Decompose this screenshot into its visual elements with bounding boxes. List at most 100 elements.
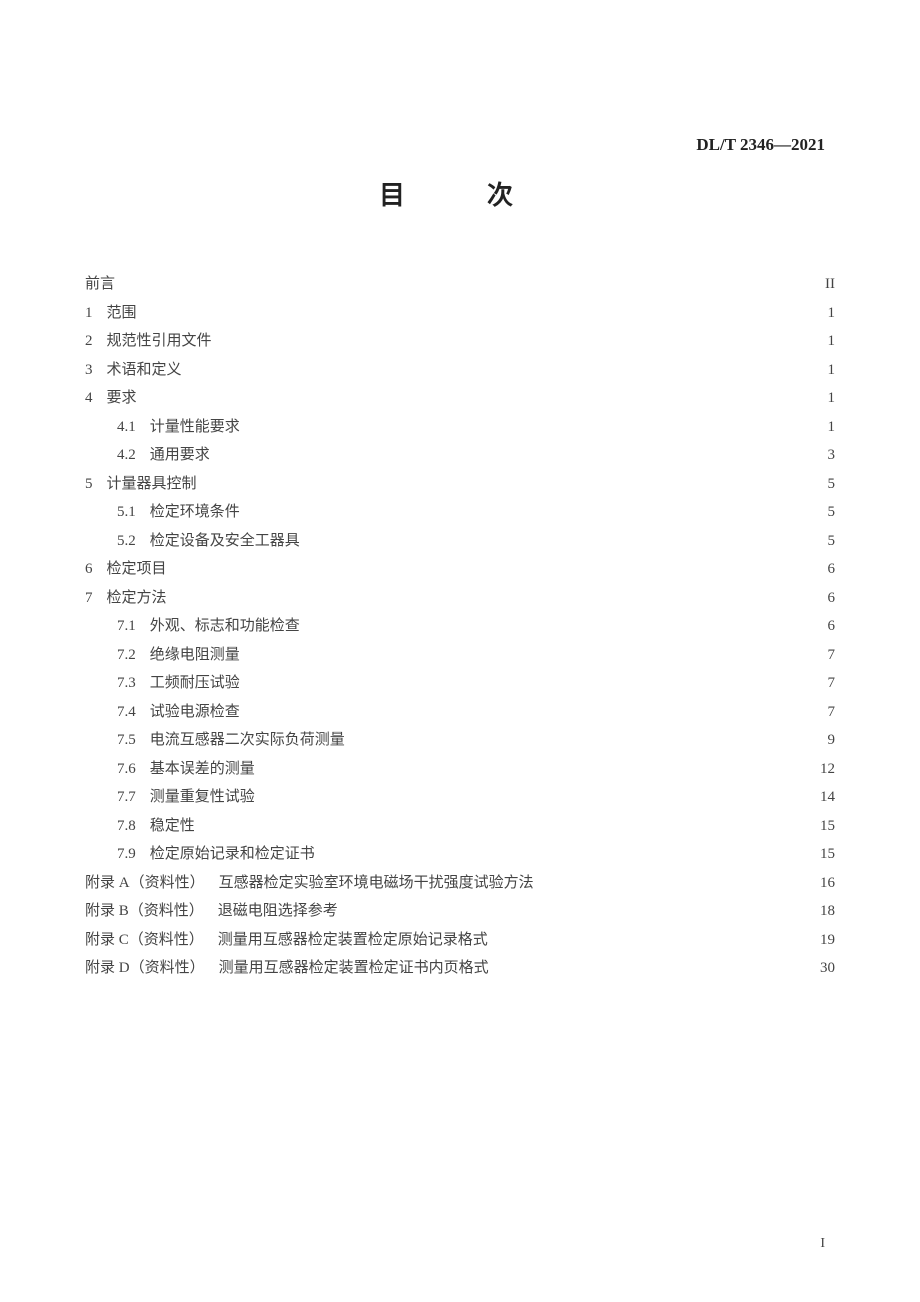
toc-entry-label: 基本误差的测量: [150, 757, 255, 783]
toc-entry-number: 4: [85, 386, 93, 412]
toc-entry-page: 7: [815, 643, 835, 669]
toc-entry-label: 外观、标志和功能检查: [150, 614, 300, 640]
toc-entry-label: 检定方法: [107, 586, 167, 612]
toc-entry-number: 7.7: [117, 785, 136, 811]
table-of-contents: 前言II1范围12规范性引用文件13术语和定义14要求14.1计量性能要求14.…: [85, 272, 835, 982]
toc-entry-number: 1: [85, 301, 93, 327]
toc-entry-label: 范围: [107, 301, 137, 327]
toc-entry-number: 5.1: [117, 500, 136, 526]
document-page: DL/T 2346—2021 目 次 前言II1范围12规范性引用文件13术语和…: [0, 0, 920, 1302]
toc-entry-number: 附录 D（资料性）: [85, 956, 205, 982]
toc-entry: 4.1 计量性能要求 1: [85, 415, 835, 441]
toc-entry: 5.1 检定环境条件 5: [85, 500, 835, 526]
toc-entry: 7.8 稳定性 15: [85, 814, 835, 840]
toc-entry-page: 5: [815, 500, 835, 526]
toc-entry: 7.3 工频耐压试验 7: [85, 671, 835, 697]
toc-entry-label: 术语和定义: [107, 358, 182, 384]
toc-entry-label: 检定项目: [107, 557, 167, 583]
toc-entry-number: 7.9: [117, 842, 136, 868]
toc-entry-page: 15: [815, 814, 835, 840]
toc-entry-label: 规范性引用文件: [107, 329, 212, 355]
toc-entry: 前言 II: [85, 272, 835, 298]
toc-entry-label: 绝缘电阻测量: [150, 643, 240, 669]
page-number: I: [820, 1236, 825, 1252]
toc-entry-label: 退磁电阻选择参考: [218, 899, 338, 925]
toc-entry: 1 范围 1: [85, 301, 835, 327]
toc-entry-page: 7: [815, 671, 835, 697]
toc-entry-page: 15: [815, 842, 835, 868]
toc-entry-page: 1: [815, 329, 835, 355]
toc-entry-number: 7.8: [117, 814, 136, 840]
toc-entry: 7.2绝缘电阻测量7: [85, 643, 835, 669]
toc-entry-number: 附录 A（资料性）: [85, 871, 205, 897]
toc-entry-number: 7.3: [117, 671, 136, 697]
toc-entry-page: 9: [815, 728, 835, 754]
toc-entry-number: 6: [85, 557, 93, 583]
toc-entry-page: 5: [815, 472, 835, 498]
page-title: 目 次: [85, 175, 835, 212]
toc-entry-number: 附录 C（资料性）: [85, 928, 204, 954]
toc-entry-label: 计量器具控制: [107, 472, 197, 498]
toc-entry-page: 5: [815, 529, 835, 555]
toc-entry-label: 通用要求: [150, 443, 210, 469]
toc-entry: 4 要求 1: [85, 386, 835, 412]
toc-entry-label: 互感器检定实验室环境电磁场干扰强度试验方法: [219, 871, 534, 897]
toc-entry-label: 测量重复性试验: [150, 785, 255, 811]
toc-entry-page: 18: [815, 899, 835, 925]
toc-entry: 5.2 检定设备及安全工器具 5: [85, 529, 835, 555]
toc-entry-page: 30: [815, 956, 835, 982]
toc-entry-label: 计量性能要求: [150, 415, 240, 441]
toc-entry-number: 附录 B（资料性）: [85, 899, 204, 925]
toc-entry-page: II: [815, 272, 835, 298]
toc-entry-number: 2: [85, 329, 93, 355]
toc-entry: 7.6 基本误差的测量 12: [85, 757, 835, 783]
toc-entry: 7.7 测量重复性试验 14: [85, 785, 835, 811]
toc-entry-label: 检定原始记录和检定证书: [150, 842, 315, 868]
toc-entry-number: 7.5: [117, 728, 136, 754]
toc-entry-number: 4.1: [117, 415, 136, 441]
toc-entry-number: 7.4: [117, 700, 136, 726]
toc-entry: 7 检定方法 6: [85, 586, 835, 612]
toc-entry-page: 1: [815, 301, 835, 327]
toc-entry-page: 1: [815, 415, 835, 441]
toc-entry: 附录 A（资料性） 互感器检定实验室环境电磁场干扰强度试验方法 16: [85, 871, 835, 897]
toc-entry-page: 19: [815, 928, 835, 954]
document-code: DL/T 2346—2021: [696, 135, 825, 155]
toc-entry-page: 12: [815, 757, 835, 783]
toc-entry: 附录 B（资料性） 退磁电阻选择参考 18: [85, 899, 835, 925]
toc-entry-label: 测量用互感器检定装置检定证书内页格式: [219, 956, 489, 982]
toc-entry-page: 7: [815, 700, 835, 726]
toc-entry: 7.9 检定原始记录和检定证书 15: [85, 842, 835, 868]
toc-entry-number: 4.2: [117, 443, 136, 469]
toc-entry-page: 16: [815, 871, 835, 897]
toc-entry: 5 计量器具控制 5: [85, 472, 835, 498]
toc-entry-number: 3: [85, 358, 93, 384]
toc-entry-page: 14: [815, 785, 835, 811]
toc-entry-number: 7.6: [117, 757, 136, 783]
toc-entry-page: 1: [815, 386, 835, 412]
toc-entry-number: 5.2: [117, 529, 136, 555]
toc-entry-label: 前言: [85, 272, 115, 298]
toc-entry-label: 稳定性: [150, 814, 195, 840]
toc-entry-label: 检定环境条件: [150, 500, 240, 526]
toc-entry-label: 工频耐压试验: [150, 671, 240, 697]
toc-entry-label: 检定设备及安全工器具: [150, 529, 300, 555]
toc-entry-number: 7.1: [117, 614, 136, 640]
toc-entry-number: 7: [85, 586, 93, 612]
toc-entry: 2 规范性引用文件 1: [85, 329, 835, 355]
toc-entry: 附录 C（资料性） 测量用互感器检定装置检定原始记录格式 19: [85, 928, 835, 954]
toc-entry: 7.1 外观、标志和功能检查 6: [85, 614, 835, 640]
toc-entry-page: 6: [815, 614, 835, 640]
toc-entry: 7.4 试验电源检查 7: [85, 700, 835, 726]
toc-entry-number: 5: [85, 472, 93, 498]
toc-entry-label: 电流互感器二次实际负荷测量: [150, 728, 345, 754]
toc-entry: 3 术语和定义 1: [85, 358, 835, 384]
toc-entry: 6 检定项目 6: [85, 557, 835, 583]
toc-entry-label: 试验电源检查: [150, 700, 240, 726]
toc-entry-page: 1: [815, 358, 835, 384]
toc-entry-label: 要求: [107, 386, 137, 412]
toc-entry-page: 6: [815, 557, 835, 583]
toc-entry-page: 6: [815, 586, 835, 612]
toc-entry: 附录 D（资料性） 测量用互感器检定装置检定证书内页格式 30: [85, 956, 835, 982]
toc-entry-label: 测量用互感器检定装置检定原始记录格式: [218, 928, 488, 954]
